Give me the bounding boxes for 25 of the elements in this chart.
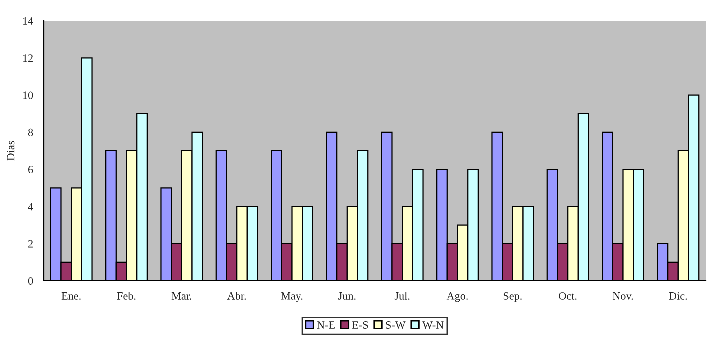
legend-label: E-S: [352, 322, 368, 329]
y-tick-label: 14: [23, 18, 34, 25]
x-tick-label: Nov.: [612, 292, 634, 300]
x-tick-label: Oct.: [559, 292, 577, 300]
y-tick-label: 0: [28, 277, 34, 285]
x-tick-label: Feb.: [117, 292, 136, 300]
x-tick-label: Jul.: [394, 292, 410, 300]
x-tick-label: Ene.: [62, 292, 81, 300]
x-tick-label: Dic.: [669, 292, 688, 300]
legend-label: N-E: [317, 322, 335, 329]
x-tick-label: Jun.: [338, 292, 356, 300]
y-axis-title: Dias: [7, 141, 15, 161]
y-tick-label: 2: [28, 240, 33, 248]
legend-label: S-W: [386, 322, 406, 330]
x-tick-label: May.: [281, 292, 303, 302]
x-tick-label: Ago.: [446, 292, 468, 302]
y-tick-label: 8: [28, 128, 34, 136]
y-tick-label: 10: [23, 92, 34, 100]
x-tick-label: Abr.: [227, 292, 246, 300]
y-tick-label: 12: [23, 54, 33, 62]
x-tick-label: Mar.: [172, 292, 192, 300]
y-tick-label: 4: [28, 203, 34, 211]
x-tick-label: Sep.: [504, 292, 522, 302]
legend-label: W-N: [422, 322, 444, 330]
y-tick-label: 6: [28, 166, 34, 174]
